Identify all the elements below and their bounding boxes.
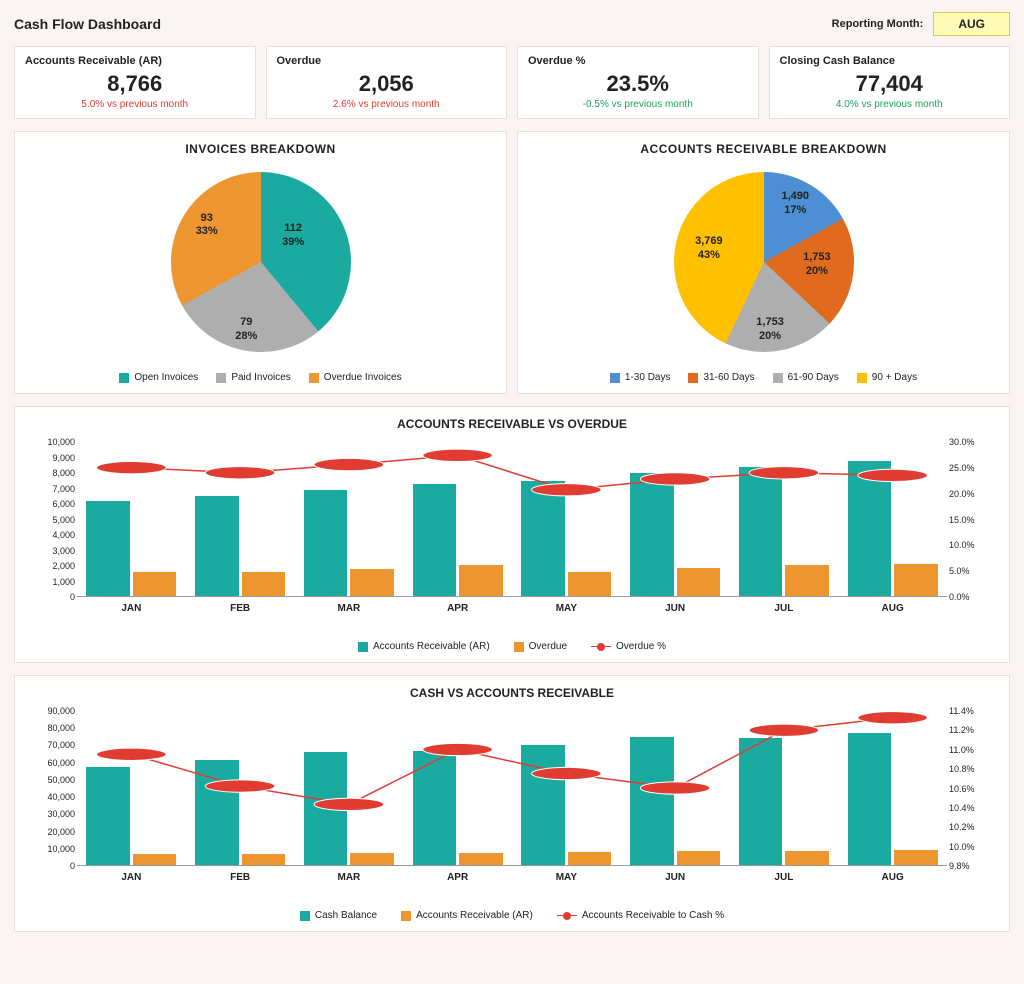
- month-label: JAN: [77, 603, 186, 614]
- pie-slice-label: 3,76943%: [695, 235, 723, 263]
- kpi-card: Overdue % 23.5% -0.5% vs previous month: [517, 46, 759, 119]
- kpi-delta: 5.0% vs previous month: [25, 99, 245, 110]
- kpi-label: Accounts Receivable (AR): [25, 55, 245, 67]
- ar-legend: 1-30 Days 31-60 Days 61-90 Days 90 + Days: [528, 372, 999, 383]
- legend-item: Accounts Receivable (AR): [358, 641, 490, 652]
- kpi-value: 23.5%: [528, 71, 748, 97]
- pie-slice-label: 1,75320%: [756, 316, 784, 344]
- reporting-value[interactable]: AUG: [933, 12, 1010, 36]
- month-label: APR: [403, 603, 512, 614]
- reporting-month: Reporting Month: AUG: [832, 12, 1010, 36]
- kpi-card: Overdue 2,056 2.6% vs previous month: [266, 46, 508, 119]
- legend-item: Accounts Receivable to Cash %: [557, 910, 724, 921]
- pie-slice-label: 11239%: [282, 222, 304, 250]
- kpi-row: Accounts Receivable (AR) 8,766 5.0% vs p…: [14, 46, 1010, 119]
- kpi-delta: 2.6% vs previous month: [277, 99, 497, 110]
- cash-ar-chart: 010,00020,00030,00040,00050,00060,00070,…: [27, 706, 997, 886]
- legend-item: Cash Balance: [300, 910, 377, 921]
- legend-item: 90 + Days: [857, 372, 917, 383]
- ar-pie-chart: 1,49017% 1,75320% 1,75320% 3,76943%: [674, 172, 854, 352]
- reporting-label: Reporting Month:: [832, 18, 924, 30]
- cash-ar-title: CASH VS ACCOUNTS RECEIVABLE: [27, 686, 997, 700]
- kpi-label: Overdue: [277, 55, 497, 67]
- legend-item: Paid Invoices: [216, 372, 290, 383]
- ar-panel: ACCOUNTS RECEIVABLE BREAKDOWN 1,49017%1,…: [517, 131, 1010, 394]
- invoices-pie-chart: 11239% 7928% 9333%: [171, 172, 351, 352]
- month-label: MAY: [512, 603, 621, 614]
- month-label: APR: [403, 872, 512, 883]
- month-label: JUL: [730, 872, 839, 883]
- ar-overdue-title: ACCOUNTS RECEIVABLE VS OVERDUE: [27, 417, 997, 431]
- month-label: MAY: [512, 872, 621, 883]
- kpi-label: Closing Cash Balance: [780, 55, 1000, 67]
- month-label: AUG: [838, 872, 947, 883]
- month-label: JAN: [77, 872, 186, 883]
- legend-item: Overdue: [514, 641, 567, 652]
- invoices-panel: INVOICES BREAKDOWN 11239% 7928% 9333% Open…: [14, 131, 507, 394]
- month-label: AUG: [838, 603, 947, 614]
- header: Cash Flow Dashboard Reporting Month: AUG: [14, 12, 1010, 36]
- ar-pie: 1,49017% 1,75320% 1,75320% 3,76943%: [528, 162, 999, 362]
- legend-item: 61-90 Days: [773, 372, 839, 383]
- pie-slice-label: 9333%: [196, 212, 218, 240]
- cash-ar-legend: Cash Balance Accounts Receivable (AR) Acco…: [27, 910, 997, 921]
- legend-item: Overdue %: [591, 641, 666, 652]
- invoices-title: INVOICES BREAKDOWN: [25, 142, 496, 156]
- month-label: MAR: [295, 603, 404, 614]
- pie-slice-label: 1,49017%: [782, 190, 810, 218]
- legend-item: 1-30 Days: [610, 372, 671, 383]
- cash-ar-panel: CASH VS ACCOUNTS RECEIVABLE 010,00020,00…: [14, 675, 1010, 932]
- kpi-card: Closing Cash Balance 77,404 4.0% vs prev…: [769, 46, 1011, 119]
- page-title: Cash Flow Dashboard: [14, 16, 161, 32]
- legend-item: 31-60 Days: [688, 372, 754, 383]
- month-label: JUL: [730, 603, 839, 614]
- pie-slice-label: 7928%: [235, 316, 257, 344]
- pies-row: INVOICES BREAKDOWN 11239% 7928% 9333% Open…: [14, 131, 1010, 394]
- legend-item: Accounts Receivable (AR): [401, 910, 533, 921]
- kpi-delta: 4.0% vs previous month: [780, 99, 1000, 110]
- month-label: FEB: [186, 872, 295, 883]
- ar-overdue-panel: ACCOUNTS RECEIVABLE VS OVERDUE 01,0002,0…: [14, 406, 1010, 663]
- pie-slice-label: 1,75320%: [803, 251, 831, 279]
- kpi-value: 2,056: [277, 71, 497, 97]
- ar-pie-title: ACCOUNTS RECEIVABLE BREAKDOWN: [528, 142, 999, 156]
- invoices-legend: Open Invoices Paid Invoices Overdue Invoic…: [25, 372, 496, 383]
- ar-overdue-chart: 01,0002,0003,0004,0005,0006,0007,0008,00…: [27, 437, 997, 617]
- legend-item: Overdue Invoices: [309, 372, 402, 383]
- month-label: MAR: [295, 872, 404, 883]
- invoices-pie: 11239% 7928% 9333%: [25, 162, 496, 362]
- kpi-value: 77,404: [780, 71, 1000, 97]
- kpi-label: Overdue %: [528, 55, 748, 67]
- kpi-delta: -0.5% vs previous month: [528, 99, 748, 110]
- month-label: JUN: [621, 872, 730, 883]
- kpi-value: 8,766: [25, 71, 245, 97]
- month-label: JUN: [621, 603, 730, 614]
- ar-overdue-legend: Accounts Receivable (AR) Overdue Overdue %: [27, 641, 997, 652]
- kpi-card: Accounts Receivable (AR) 8,766 5.0% vs p…: [14, 46, 256, 119]
- legend-item: Open Invoices: [119, 372, 198, 383]
- month-label: FEB: [186, 603, 295, 614]
